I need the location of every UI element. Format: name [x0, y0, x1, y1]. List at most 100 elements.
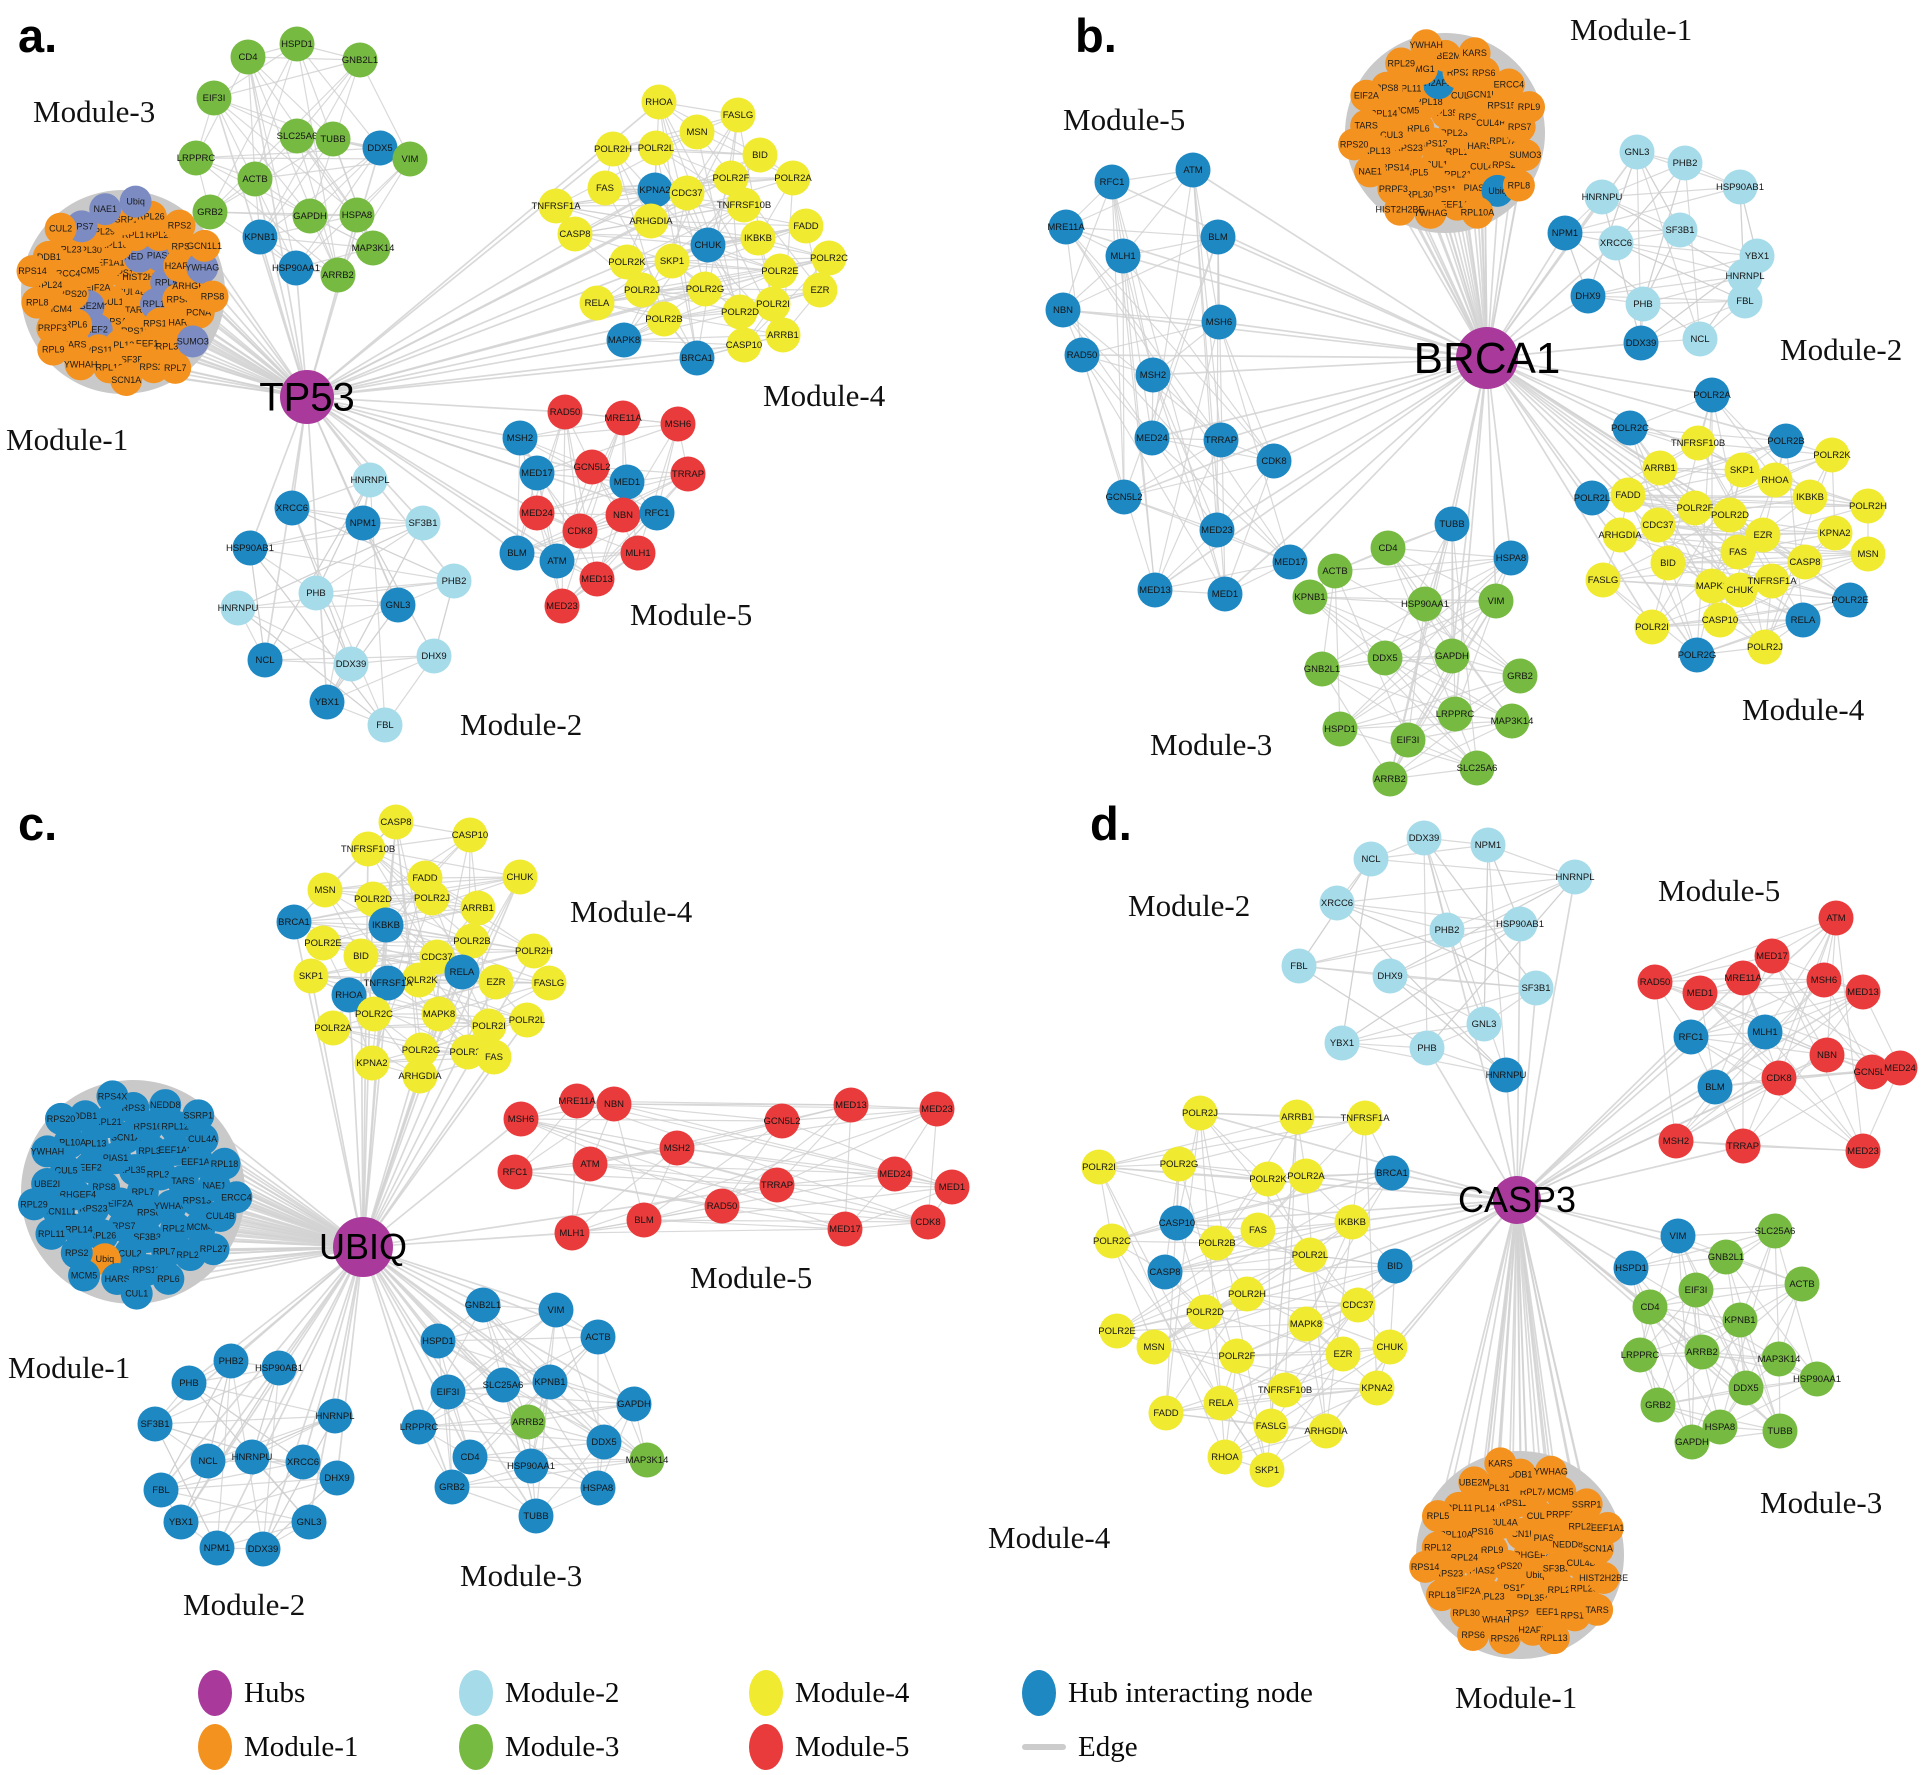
node-SLC25A6	[279, 118, 315, 154]
edge	[1451, 523, 1456, 715]
node-VIM	[1478, 583, 1514, 619]
edge	[362, 1246, 605, 1443]
edge	[1339, 655, 1453, 730]
edge	[216, 1246, 364, 1549]
node-MSH6	[1201, 304, 1237, 340]
edge	[589, 1163, 896, 1175]
node-SSRP1	[182, 1099, 215, 1132]
edge	[1062, 181, 1113, 311]
edge	[249, 547, 455, 582]
node-ARRB1	[460, 890, 496, 926]
edge	[362, 1246, 635, 1405]
edge	[332, 138, 374, 249]
edge	[1153, 1265, 1396, 1348]
edge	[247, 56, 308, 398]
node-MED23	[1199, 512, 1235, 548]
node-KPNB1	[242, 219, 278, 255]
panel-letter: d.	[1090, 797, 1132, 850]
edge	[564, 411, 581, 532]
node-RHOA	[1757, 462, 1793, 498]
node-POLR2B	[646, 301, 682, 337]
node-EZR	[1745, 517, 1781, 553]
node-SLC25A6	[1757, 1213, 1793, 1249]
edge	[251, 1246, 364, 1458]
edge	[1495, 1199, 1518, 1489]
node-PHB2	[1667, 145, 1703, 181]
node-SF3B1	[1662, 212, 1698, 248]
edge	[1516, 923, 1521, 1201]
edge	[362, 1246, 420, 1428]
hub-BRCA1	[1456, 327, 1518, 389]
node-BID	[1650, 545, 1686, 581]
edge	[1164, 1199, 1518, 1273]
edge	[1387, 547, 1497, 602]
node-DHX9	[1570, 278, 1606, 314]
edge	[1711, 394, 1811, 498]
node-EIF3I	[1678, 1272, 1714, 1308]
node-POLR2K	[609, 244, 645, 280]
node-TNFRSF10B	[726, 187, 762, 223]
node-ARRB2	[320, 257, 356, 293]
node-VIM	[392, 141, 428, 177]
edge	[1719, 553, 1869, 621]
node-TRRAP	[759, 1167, 795, 1203]
edge	[1725, 1256, 1818, 1380]
node-RPL6	[152, 1262, 185, 1295]
module-label: Module-3	[1760, 1485, 1882, 1520]
node-HIST2H2BE	[1384, 193, 1417, 226]
edge	[1486, 357, 1787, 442]
edge	[362, 950, 535, 1248]
edge	[1218, 321, 1275, 462]
edge	[1165, 1293, 1248, 1414]
edge	[362, 1246, 557, 1311]
edge	[296, 43, 381, 149]
edge	[293, 876, 521, 923]
edge	[612, 148, 761, 156]
edge	[1122, 169, 1194, 257]
edge	[418, 1421, 529, 1428]
node-FBL	[1727, 283, 1763, 319]
node-GNB2L1	[465, 1287, 501, 1323]
node-HSPA8	[1493, 540, 1529, 576]
node-FASLG	[531, 965, 567, 1001]
node-NCL	[1682, 321, 1718, 357]
edge	[216, 1461, 304, 1549]
edge	[1123, 236, 1219, 498]
edge	[1321, 600, 1497, 670]
edge	[1116, 1229, 1259, 1332]
edge	[704, 288, 821, 291]
edge	[306, 396, 518, 554]
node-HSPD1	[420, 1323, 456, 1359]
labels-layer: Module-1 Module-4 Module-5 Module-2 Module-3…	[8, 797, 812, 1622]
edge	[1742, 1145, 1864, 1152]
edge	[451, 1459, 648, 1488]
edge	[306, 396, 558, 562]
edge	[1289, 357, 1488, 563]
node-POLR2G	[1679, 637, 1715, 673]
node-SF3B1	[137, 1406, 173, 1442]
edge	[249, 522, 364, 549]
edge	[259, 236, 308, 398]
node-GAPDH	[1674, 1424, 1710, 1460]
node-MAPK8	[1288, 1306, 1324, 1342]
node-POLR2J	[414, 880, 450, 916]
node-CHUK	[690, 227, 726, 263]
node-YWHAH	[1410, 29, 1443, 62]
node-HNRNPU	[1584, 179, 1620, 215]
node-ARRB2	[1684, 1334, 1720, 1370]
panel-a: CUL4BCUL1RPS13TARSEIF2AHIST2H2BERPSAEEF1…	[6, 9, 886, 743]
node-MLH1	[620, 535, 656, 571]
node-POLR2K	[1250, 1161, 1286, 1197]
edge	[1389, 876, 1576, 977]
edge	[1719, 599, 1851, 621]
edge	[1451, 357, 1488, 657]
node-POLR2E	[762, 253, 798, 289]
edge	[1696, 599, 1851, 656]
edge	[1298, 929, 1448, 967]
panel-letter: c.	[18, 797, 57, 850]
node-POLR2H	[516, 933, 552, 969]
node-SUMO3	[176, 325, 209, 358]
node-BID	[1377, 1248, 1413, 1284]
edge	[1336, 876, 1576, 904]
edge	[306, 396, 424, 524]
